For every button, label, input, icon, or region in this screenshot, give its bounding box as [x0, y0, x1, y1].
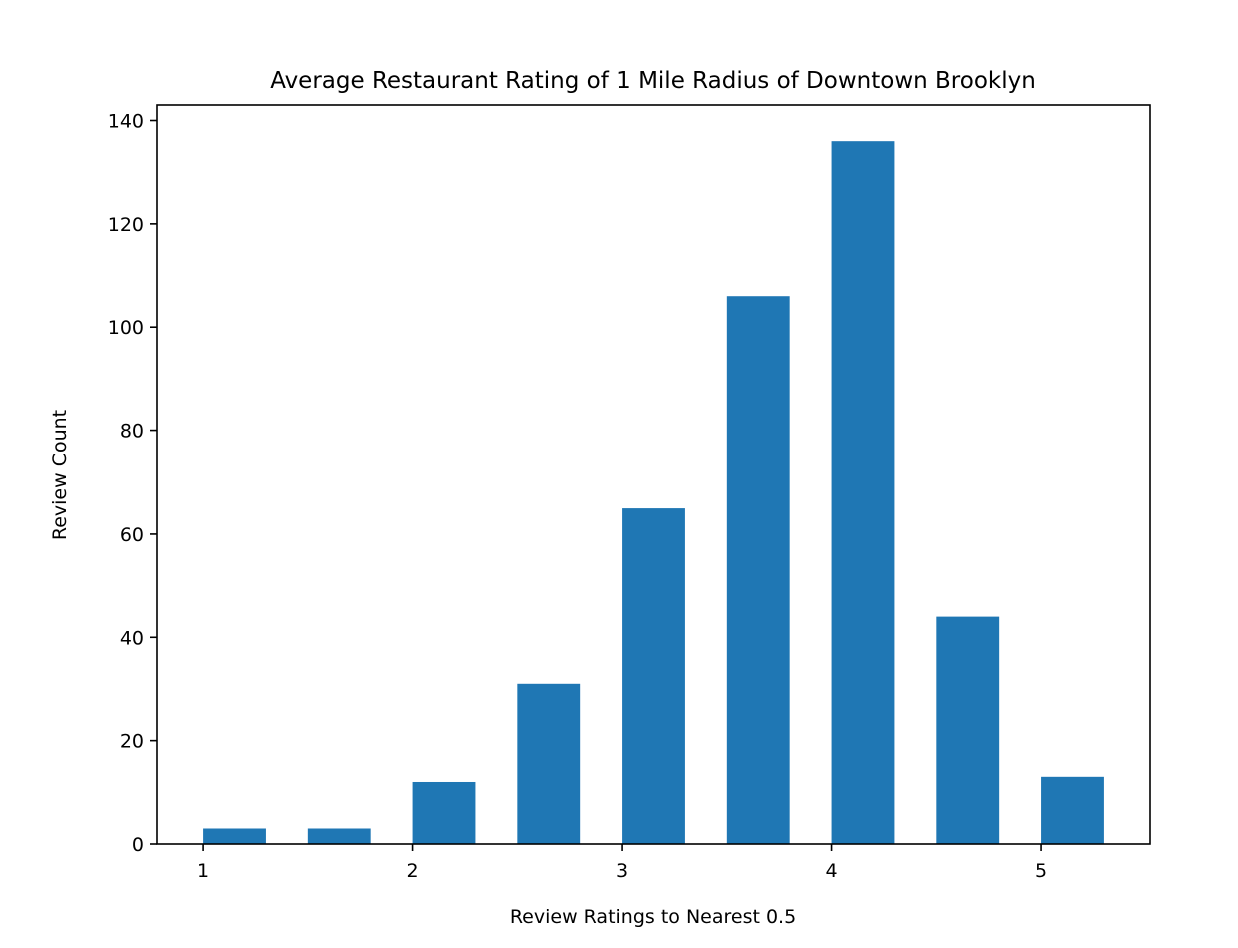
y-axis-label: Review Count: [49, 410, 71, 540]
bar: [622, 508, 685, 844]
y-tick-label: 20: [120, 731, 144, 753]
x-tick-label: 3: [616, 860, 628, 882]
ticks-layer: 1 2 3 4 5 0 20 40 60 80 100 120 140: [108, 111, 1047, 882]
bar: [1041, 776, 1104, 844]
bar: [203, 828, 266, 844]
y-tick-label: 60: [120, 524, 144, 546]
y-tick-label: 100: [108, 317, 144, 339]
x-tick-label: 5: [1035, 860, 1047, 882]
bar: [412, 781, 476, 844]
y-tick-label: 0: [132, 834, 144, 856]
axes-layer: [156, 104, 1151, 845]
bar: [517, 683, 581, 844]
y-tick-label: 120: [108, 214, 144, 236]
x-tick-label: 4: [826, 860, 838, 882]
bar: [726, 296, 790, 844]
y-tick-label: 140: [108, 111, 144, 133]
bars-layer: [203, 141, 1104, 845]
x-tick-label: 2: [407, 860, 419, 882]
axes-frame: [156, 104, 1151, 845]
bar: [936, 616, 1000, 844]
bar: [831, 141, 895, 845]
bar: [307, 828, 371, 844]
x-axis-label: Review Ratings to Nearest 0.5: [510, 906, 796, 928]
y-tick-label: 40: [120, 627, 144, 649]
x-tick-label: 1: [197, 860, 209, 882]
chart-title: Average Restaurant Rating of 1 Mile Radi…: [270, 68, 1036, 94]
y-tick-label: 80: [120, 421, 144, 443]
